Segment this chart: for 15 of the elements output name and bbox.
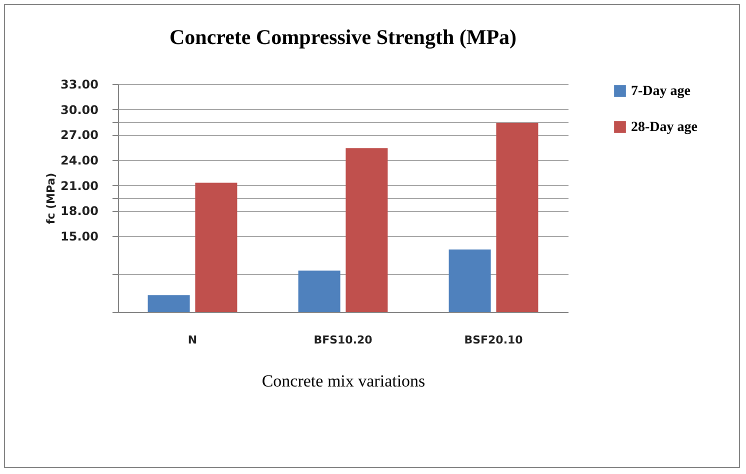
- legend-label: 7-Day age: [631, 84, 690, 99]
- chart-title: Concrete Compressive Strength (MPa): [169, 25, 517, 49]
- y-tick-label: 18.00: [60, 204, 98, 218]
- y-tick-label: 33.00: [60, 78, 98, 92]
- x-tick-label: BSF20.10: [464, 334, 524, 346]
- y-tick-label: 15.00: [60, 230, 98, 244]
- y-tick-label: 27.00: [60, 128, 98, 142]
- x-tick-label: N: [188, 334, 198, 346]
- x-tick-label: BFS10.20: [314, 334, 373, 346]
- y-tick-label: 24.00: [60, 154, 98, 168]
- legend-label: 28-Day age: [631, 120, 698, 135]
- y-axis-title: fc (MPa): [44, 172, 58, 224]
- x-axis-title: Concrete mix variations: [262, 372, 426, 390]
- y-tick-label: 30.00: [60, 102, 98, 117]
- y-tick-label: 21.00: [60, 178, 98, 193]
